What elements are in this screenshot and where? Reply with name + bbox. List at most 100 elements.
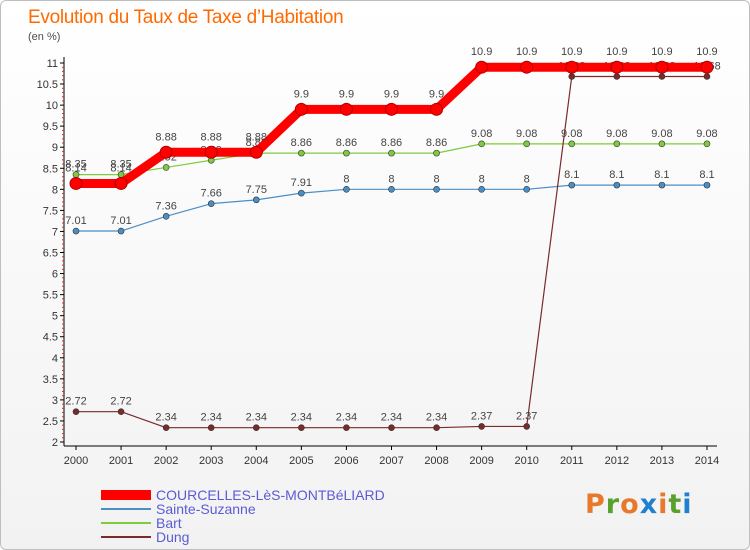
y-tick-label: 5.5 (43, 290, 58, 302)
data-point (475, 60, 489, 74)
data-point (162, 164, 170, 171)
data-label: 8 (388, 173, 394, 185)
data-point (523, 140, 531, 148)
data-point (343, 186, 350, 193)
data-label: 7.01 (110, 215, 131, 227)
data-label: 8.86 (291, 137, 312, 149)
data-point (252, 196, 260, 204)
data-label: 10.9 (471, 46, 492, 58)
data-point (610, 60, 624, 74)
data-label: 8.1 (699, 169, 714, 181)
data-point (478, 186, 485, 193)
x-tick-label: 2004 (244, 455, 268, 467)
data-point (565, 60, 579, 74)
x-tick-label: 2001 (109, 455, 133, 467)
unit-label: (en %) (28, 31, 61, 43)
data-point (433, 424, 440, 431)
legend-swatch (101, 490, 151, 500)
legend-swatch (101, 522, 151, 524)
data-point (523, 186, 531, 193)
y-tick-label: 4.5 (43, 332, 58, 344)
data-point (207, 200, 215, 207)
y-tick-label: 7.5 (43, 205, 58, 217)
logo-letter: i (658, 489, 669, 520)
legend-item: Sainte-Suzanne (101, 502, 256, 516)
data-label: 9.08 (471, 128, 492, 140)
y-tick-label: 3 (52, 395, 58, 407)
data-point (520, 60, 534, 74)
x-tick-label: 2011 (560, 455, 584, 467)
data-label: 8.35 (65, 159, 86, 171)
data-label: 8.14 (110, 162, 131, 174)
data-point (298, 189, 305, 197)
series-line-courcelles-l-s-montb-liard (76, 62, 707, 188)
x-tick-label: 2008 (424, 455, 448, 467)
y-tick-label: 11 (47, 58, 58, 70)
logo-letter: r (605, 489, 621, 520)
data-point (69, 176, 83, 190)
x-tick-label: 2009 (469, 455, 493, 467)
data-point (162, 424, 170, 431)
data-point (339, 102, 353, 116)
legend-label: Bart (156, 515, 182, 531)
y-tick-label: 6 (52, 269, 58, 281)
x-tick-label: 2007 (379, 455, 403, 467)
data-point (249, 145, 263, 159)
y-tick-label: 10 (46, 100, 58, 112)
chart-title: Evolution du Taux de Taxe d’Habitation (28, 7, 344, 28)
data-point (613, 140, 621, 148)
data-label: 8 (524, 173, 530, 185)
data-label: 8.1 (564, 169, 579, 181)
legend-item: Dung (101, 530, 189, 544)
data-label: 9.08 (516, 128, 537, 140)
data-point (568, 73, 576, 80)
data-point (655, 60, 669, 74)
data-point (700, 60, 714, 74)
data-point (703, 73, 711, 80)
x-tick-label: 2010 (514, 455, 538, 467)
data-point (478, 140, 485, 148)
data-label: 7.66 (200, 188, 221, 200)
legend-swatch (101, 508, 151, 510)
data-label: 10.9 (561, 46, 582, 58)
data-point (298, 424, 305, 431)
data-point (343, 149, 350, 157)
y-tick-label: 2 (52, 437, 58, 449)
data-label: 7.01 (65, 215, 86, 227)
data-point (613, 181, 621, 189)
data-point (159, 145, 173, 159)
y-tick-label: 5 (52, 311, 58, 323)
data-point (613, 73, 621, 80)
data-point (294, 102, 308, 116)
y-tick-label: 8 (52, 184, 58, 196)
x-tick-label: 2000 (64, 455, 88, 467)
x-tick-label: 2003 (199, 455, 223, 467)
data-label: 10.9 (651, 46, 672, 58)
x-tick-label: 2005 (289, 455, 313, 467)
y-tick-label: 4 (52, 353, 58, 365)
data-label: 2.34 (155, 412, 176, 424)
data-label: 2.34 (381, 412, 402, 424)
y-tick-label: 9.5 (43, 121, 58, 133)
legend-item: COURCELLES-LèS-MONTBéLIARD (101, 488, 385, 502)
y-tick-label: 8.5 (43, 163, 58, 175)
data-label: 7.75 (246, 184, 267, 196)
data-label: 8.88 (200, 131, 221, 143)
data-label: 8.86 (381, 137, 402, 149)
data-point (388, 424, 395, 431)
data-point (298, 149, 305, 157)
data-point (703, 181, 711, 189)
x-tick-label: 2013 (650, 455, 674, 467)
data-label: 9.9 (339, 88, 354, 100)
y-tick-label: 7 (52, 226, 58, 238)
data-point (658, 140, 666, 148)
legend-label: Sainte-Suzanne (156, 501, 256, 517)
data-label: 2.37 (471, 410, 492, 422)
data-label: 7.91 (291, 177, 312, 189)
data-label: 8.1 (609, 169, 624, 181)
legend-item: Bart (101, 516, 182, 530)
data-label: 9.9 (384, 88, 399, 100)
data-point (703, 140, 711, 148)
data-point (72, 227, 80, 235)
